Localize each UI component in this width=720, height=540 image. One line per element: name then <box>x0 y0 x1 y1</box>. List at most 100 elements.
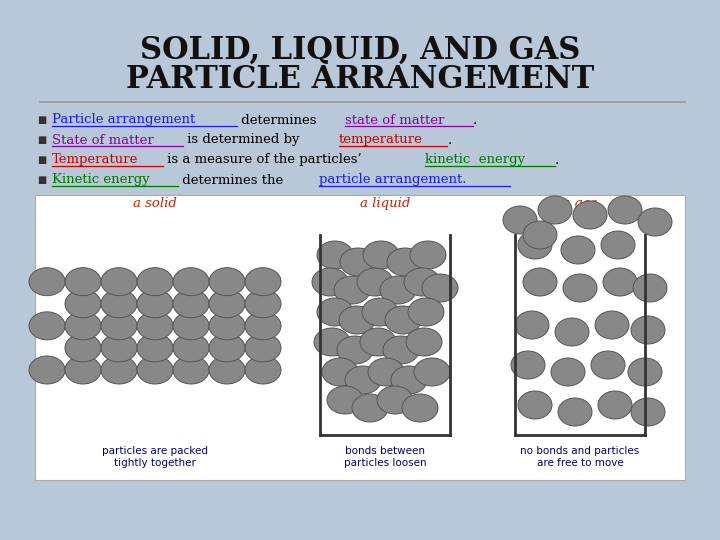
Text: bonds between
particles loosen: bonds between particles loosen <box>343 446 426 468</box>
Text: Temperature: Temperature <box>52 153 138 166</box>
Ellipse shape <box>633 274 667 302</box>
Ellipse shape <box>173 356 209 384</box>
Ellipse shape <box>410 241 446 269</box>
Ellipse shape <box>523 221 557 249</box>
Ellipse shape <box>339 306 375 334</box>
Ellipse shape <box>312 268 348 296</box>
Ellipse shape <box>137 312 173 340</box>
Ellipse shape <box>383 336 419 364</box>
Ellipse shape <box>515 311 549 339</box>
Ellipse shape <box>518 391 552 419</box>
Ellipse shape <box>563 274 597 302</box>
Ellipse shape <box>137 356 173 384</box>
Ellipse shape <box>314 328 350 356</box>
Ellipse shape <box>137 334 173 362</box>
Ellipse shape <box>408 298 444 326</box>
Ellipse shape <box>380 276 416 304</box>
Ellipse shape <box>29 268 65 296</box>
Ellipse shape <box>29 312 65 340</box>
Ellipse shape <box>245 268 281 296</box>
Ellipse shape <box>209 268 245 296</box>
Ellipse shape <box>245 290 281 318</box>
Ellipse shape <box>340 248 376 276</box>
Ellipse shape <box>101 334 137 362</box>
Ellipse shape <box>101 268 137 296</box>
Text: Kinetic energy: Kinetic energy <box>52 173 150 186</box>
Text: .: . <box>554 153 559 166</box>
Ellipse shape <box>368 358 404 386</box>
Ellipse shape <box>523 268 557 296</box>
Ellipse shape <box>603 268 637 296</box>
Ellipse shape <box>362 298 398 326</box>
Ellipse shape <box>601 231 635 259</box>
Ellipse shape <box>334 276 370 304</box>
Ellipse shape <box>352 394 388 422</box>
Ellipse shape <box>327 386 363 414</box>
Ellipse shape <box>29 356 65 384</box>
Ellipse shape <box>391 366 427 394</box>
Ellipse shape <box>65 290 101 318</box>
Text: a solid: a solid <box>133 197 177 210</box>
Ellipse shape <box>414 358 450 386</box>
Ellipse shape <box>65 312 101 340</box>
Ellipse shape <box>245 334 281 362</box>
Text: .: . <box>447 133 451 146</box>
Ellipse shape <box>518 231 552 259</box>
Ellipse shape <box>357 268 393 296</box>
Ellipse shape <box>137 268 173 296</box>
Ellipse shape <box>137 290 173 318</box>
Ellipse shape <box>573 201 607 229</box>
Bar <box>35 195 685 480</box>
Ellipse shape <box>363 241 399 269</box>
Ellipse shape <box>558 398 592 426</box>
Text: kinetic  energy: kinetic energy <box>426 153 526 166</box>
Ellipse shape <box>631 316 665 344</box>
Ellipse shape <box>209 356 245 384</box>
Text: a liquid: a liquid <box>360 197 410 210</box>
Text: determines: determines <box>237 113 320 126</box>
Ellipse shape <box>337 336 373 364</box>
Ellipse shape <box>387 248 423 276</box>
Text: a gas: a gas <box>562 197 598 210</box>
Text: ■: ■ <box>37 175 47 185</box>
Ellipse shape <box>101 290 137 318</box>
Ellipse shape <box>65 334 101 362</box>
Text: .: . <box>473 113 477 126</box>
Ellipse shape <box>377 386 413 414</box>
Ellipse shape <box>631 398 665 426</box>
Ellipse shape <box>173 268 209 296</box>
Ellipse shape <box>402 394 438 422</box>
Ellipse shape <box>591 351 625 379</box>
Text: state of matter: state of matter <box>345 113 444 126</box>
Text: temperature: temperature <box>339 133 423 146</box>
Ellipse shape <box>638 208 672 236</box>
Ellipse shape <box>173 312 209 340</box>
Ellipse shape <box>598 391 632 419</box>
Text: ■: ■ <box>37 115 47 125</box>
Ellipse shape <box>322 358 358 386</box>
Ellipse shape <box>360 328 396 356</box>
Ellipse shape <box>317 298 353 326</box>
Ellipse shape <box>65 268 101 296</box>
Ellipse shape <box>245 312 281 340</box>
Ellipse shape <box>209 334 245 362</box>
Ellipse shape <box>101 356 137 384</box>
Text: State of matter: State of matter <box>52 133 154 146</box>
Ellipse shape <box>422 274 458 302</box>
Ellipse shape <box>245 356 281 384</box>
Text: particles are packed
tightly together: particles are packed tightly together <box>102 446 208 468</box>
Text: is determined by: is determined by <box>184 133 304 146</box>
Ellipse shape <box>345 366 381 394</box>
Text: SOLID, LIQUID, AND GAS: SOLID, LIQUID, AND GAS <box>140 35 580 65</box>
Text: PARTICLE ARRANGEMENT: PARTICLE ARRANGEMENT <box>126 64 594 96</box>
Ellipse shape <box>209 290 245 318</box>
Text: ■: ■ <box>37 135 47 145</box>
Ellipse shape <box>317 241 353 269</box>
Ellipse shape <box>551 358 585 386</box>
Ellipse shape <box>173 334 209 362</box>
Ellipse shape <box>561 236 595 264</box>
Ellipse shape <box>404 268 440 296</box>
Ellipse shape <box>595 311 629 339</box>
Text: ■: ■ <box>37 155 47 165</box>
Ellipse shape <box>101 312 137 340</box>
